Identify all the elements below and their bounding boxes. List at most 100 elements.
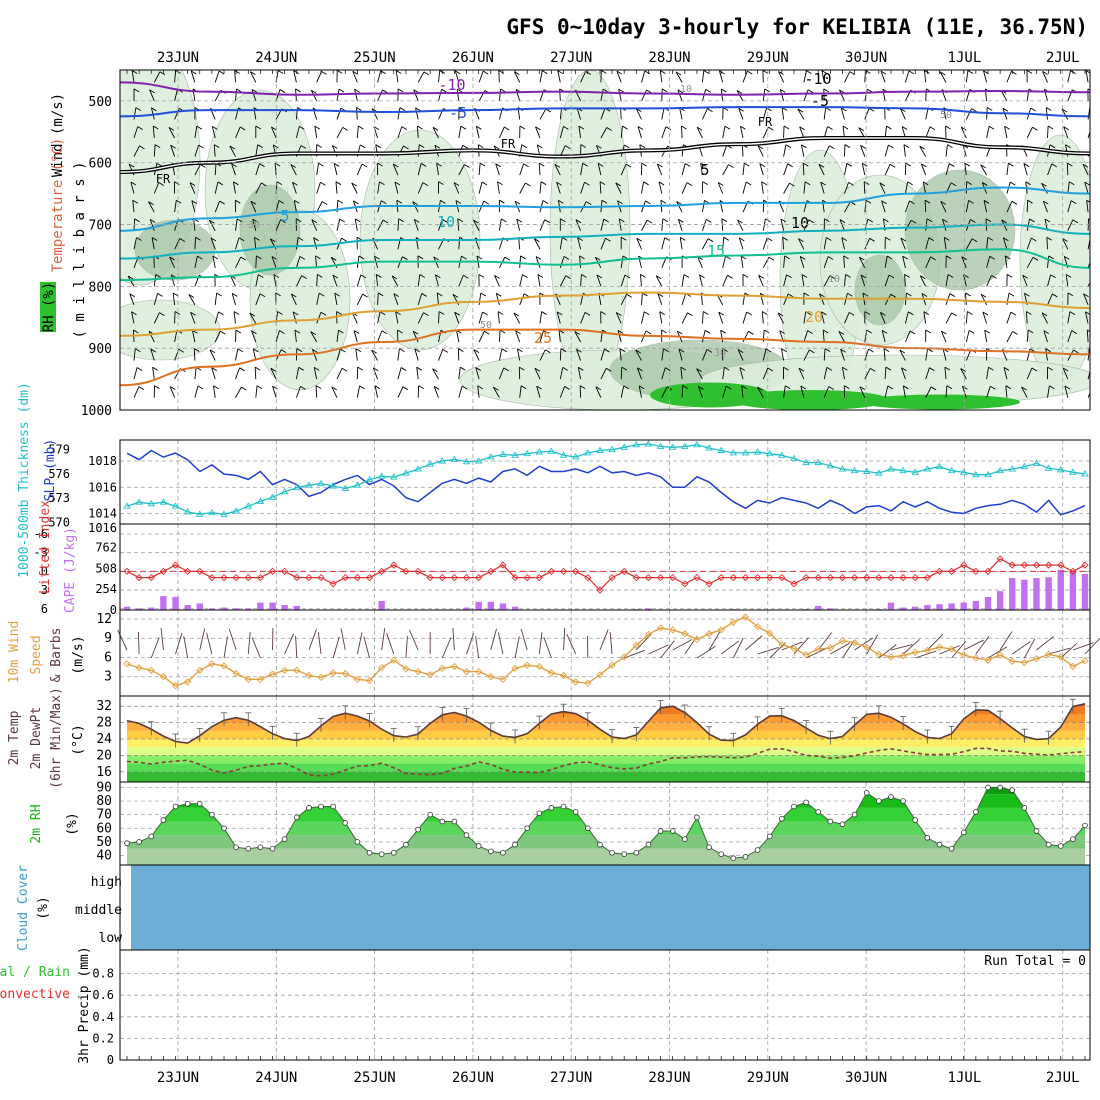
thickness-tick-label: 570 [48,515,70,529]
wind-barb-flag [909,330,916,335]
wind-barb [150,348,155,361]
wind-barb [498,348,503,361]
wind-barb-flag [705,88,711,93]
wind-barb-flag [1051,163,1058,168]
wind-barb-flag [786,274,792,279]
wind-barb-flag [497,181,503,186]
wind-barb [580,163,584,176]
contour-label: -10 [438,76,465,94]
wind-barb [377,70,382,83]
rh-contour-label: 10 [828,274,840,285]
wind-barb-flag [888,144,894,149]
wind-barb [498,367,505,380]
t2m-label-1: 2m Temp [7,710,22,765]
rh2m-point [172,803,179,810]
wind10-unit: (m/s) [71,635,86,674]
rh2m-line [126,786,1086,859]
wind-barb-flag [1091,367,1096,370]
rh2m-point [463,832,470,838]
wind10-point [802,651,810,659]
cape-bar [269,602,276,610]
wind-barb-flag [723,236,729,241]
wind-barb-flag [331,386,337,391]
wind-barb-flag [1047,125,1054,130]
wind-barb [699,274,703,287]
wind-barb [539,70,543,83]
wind-barb-flag [1064,255,1070,260]
wind-barb-flag [678,218,684,223]
wind-barb [757,386,764,398]
wind-barb [700,163,703,176]
wind-barb-flag [696,126,703,131]
wind-barb-flag [434,144,441,149]
wind-barb [701,200,705,213]
wind-barb [336,348,341,361]
rh2m-tick-label: 90 [96,780,112,795]
t2m-tick-label: 16 [96,765,112,780]
wind-barb [478,311,484,324]
thickness-point [244,502,253,509]
slp-label: SLP (mb) [43,439,58,502]
cloud-unit: (%) [36,896,51,919]
rh2m-point [730,855,737,861]
wind-barb [844,312,850,324]
t2m-tick-label: 28 [96,716,112,731]
cape-bar [984,596,992,610]
wind-barb-flag [172,292,179,297]
wind-barb-flag [336,70,343,74]
wind-barb-flag [845,274,851,278]
wind-barb-flag [300,385,306,390]
rh2m-point [475,843,482,849]
wind-barb-flag [901,367,907,372]
wind-barb-flag [966,181,972,186]
wind-barb [742,70,748,83]
wind-barb-flag [661,88,668,93]
wind-barb-flag [235,329,242,334]
wind-barb [762,257,770,269]
wind-barb [904,181,909,194]
wind-barb [292,311,297,324]
contour-label: 10 [437,213,455,231]
li-point [753,573,762,582]
li-point [159,567,168,575]
wind-barb-flag [422,182,429,186]
wind-barb [859,386,866,398]
wind-barb [737,219,744,231]
wind10-point [390,656,398,664]
rh2m-point [803,799,809,806]
rh2m-point [948,845,955,852]
rh2m-point [427,811,433,818]
wind-barb-flag [925,329,931,334]
wind-barb-flag [156,163,163,167]
wind-barb-flag [216,292,222,297]
li-point [196,567,204,575]
wind-barb-flag [906,292,912,297]
wind-barb [295,386,301,398]
wind-barb [133,107,137,120]
wind-barb-flag [254,236,260,241]
wind-barb [1087,282,1090,287]
wind-barb-flag [799,256,806,260]
wind-barb [1025,311,1028,324]
wind-barb [559,275,567,287]
wind-barb-flag [375,144,381,149]
wind-barb [1026,348,1031,361]
wind-barb-flag [560,218,566,223]
wind-barb-flag [1083,293,1089,298]
wind-barb-flag [626,293,632,298]
wind-barb [783,274,787,287]
wind-barb-flag [767,367,774,372]
wind-barb [235,126,241,139]
date-label-bottom: 25JUN [354,1070,396,1086]
wind10-barb [452,628,455,651]
wind-barb-flag [1062,238,1068,242]
wind-barb [392,163,399,176]
wind-barb [781,348,785,361]
thickness-point [535,448,544,455]
wind-barb [1086,329,1089,343]
wind-barb [822,330,825,343]
wind-barb-flag [1021,386,1027,391]
wind-barb-flag [826,367,833,371]
wind-barb-flag [821,311,827,316]
wind-barb-flag [964,162,971,167]
